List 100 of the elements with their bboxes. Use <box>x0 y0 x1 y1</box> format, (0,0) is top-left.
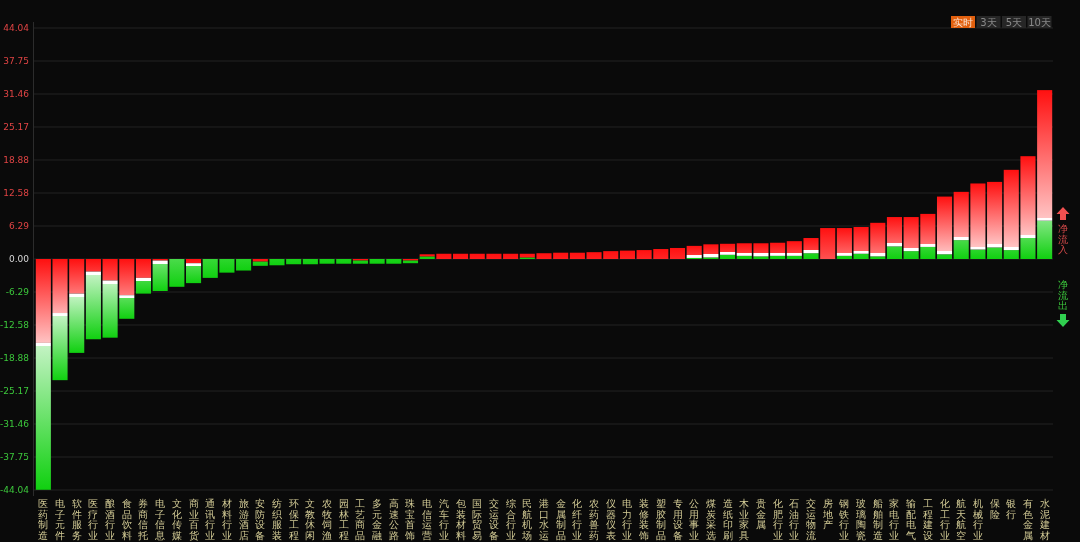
bar <box>770 242 786 256</box>
x-tick-label: 珠宝首饰 <box>404 498 416 541</box>
x-tick-label: 包装材料 <box>454 498 466 541</box>
bar <box>1037 90 1053 221</box>
bar <box>269 259 285 266</box>
y-tick-label: 12.58 <box>3 188 30 199</box>
bar <box>152 260 168 291</box>
x-tick-label: 钢铁行业 <box>838 498 850 541</box>
bar <box>770 255 786 259</box>
bar <box>85 259 101 272</box>
x-tick-label: 专用设备 <box>672 498 683 541</box>
x-tick-label: 造纸印刷 <box>722 498 733 541</box>
bar <box>786 241 802 256</box>
x-tick-label: 医药制造 <box>38 498 49 541</box>
x-tick-label: 农牧饲渔 <box>321 498 333 541</box>
bar <box>603 251 619 259</box>
bar <box>936 254 953 259</box>
bar <box>1003 250 1019 259</box>
bar <box>436 253 452 259</box>
bar <box>302 259 318 265</box>
y-tick-label: 37.75 <box>3 55 29 66</box>
x-tick-label: 旅游酒店 <box>238 498 249 541</box>
text: 10天 <box>1028 17 1051 28</box>
bar <box>1003 169 1019 251</box>
bar <box>886 217 902 247</box>
bar <box>453 253 469 259</box>
bar <box>386 259 402 264</box>
x-tick-label: 食品饮料 <box>120 498 132 541</box>
x-tick-label: 国际贸易 <box>472 498 483 541</box>
x-tick-label: 酿酒行业 <box>105 498 116 541</box>
x-tick-label: 化工行业 <box>939 498 950 541</box>
x-tick-label: 民航机场 <box>521 498 533 541</box>
x-tick-label: 材料行业 <box>220 498 232 541</box>
bar <box>369 259 385 264</box>
bar <box>186 263 202 284</box>
x-tick-label: 环保工程 <box>288 498 299 541</box>
bar <box>886 246 902 259</box>
x-tick-label: 商业百货 <box>188 498 199 541</box>
x-tick-label: 文教休闲 <box>305 498 316 541</box>
bar <box>803 253 819 259</box>
x-tick-label: 工艺商品 <box>355 498 366 541</box>
bar <box>753 256 769 259</box>
y-tick-label: -44.04 <box>0 485 30 495</box>
bar <box>586 252 602 259</box>
x-tick-label: 装修装饰 <box>638 498 650 541</box>
x-tick-label: 家电行业 <box>889 498 900 541</box>
y-tick-label: 0.00 <box>8 254 30 264</box>
bar <box>236 259 252 271</box>
x-tick-label: 木业家具 <box>739 498 750 541</box>
bar <box>920 213 936 247</box>
bar <box>736 243 752 256</box>
x-tick-label: 汽车行业 <box>438 498 449 541</box>
x-tick-label: 园林工程 <box>337 498 349 541</box>
x-tick-label: 水泥建材 <box>1038 498 1050 541</box>
y-tick-label: 31.46 <box>3 88 30 99</box>
bar <box>1020 238 1036 259</box>
bar <box>820 228 836 259</box>
bar <box>69 293 85 353</box>
bar <box>169 259 185 287</box>
x-tick-label: 安防设备 <box>255 498 266 541</box>
bar <box>536 253 552 259</box>
bar <box>803 238 819 254</box>
bar <box>102 280 118 338</box>
bar <box>553 252 569 259</box>
x-tick-label: 文化传媒 <box>171 498 182 541</box>
y-tick-label: 25.17 <box>3 121 29 132</box>
y-tick-label: -31.46 <box>0 419 30 430</box>
x-tick-label: 电子元件 <box>55 498 66 541</box>
bar <box>936 196 953 255</box>
bar <box>836 228 852 256</box>
x-tick-label: 电力行业 <box>622 498 633 541</box>
bar <box>970 183 986 250</box>
x-tick-label: 机械行业 <box>972 498 983 541</box>
bar <box>903 217 919 252</box>
x-tick-label: 塑胶制品 <box>655 498 666 541</box>
bar <box>853 227 869 254</box>
bar <box>1020 156 1036 239</box>
bar <box>870 256 886 259</box>
x-tick-label: 有色金属 <box>1022 498 1033 541</box>
x-tick-label: 金属制品 <box>555 498 566 541</box>
bar <box>753 243 769 257</box>
x-tick-label: 航天航空 <box>956 498 967 541</box>
bar <box>953 191 969 241</box>
bar <box>202 259 218 278</box>
bar <box>720 254 736 259</box>
bar <box>987 247 1003 259</box>
bar <box>953 240 969 259</box>
x-tick-label: 输配电气 <box>906 498 917 541</box>
bar <box>286 259 302 265</box>
bar <box>636 250 652 259</box>
y-tick-label: -18.88 <box>0 353 30 364</box>
y-tick-label: -6.29 <box>5 286 30 297</box>
bar <box>903 251 919 259</box>
bar <box>35 342 51 490</box>
bar <box>219 259 235 273</box>
bar <box>569 252 585 259</box>
bar <box>853 253 869 259</box>
x-tick-label: 贵金属 <box>755 498 766 530</box>
x-tick-label: 券商信托 <box>137 498 149 541</box>
bar <box>870 222 886 257</box>
